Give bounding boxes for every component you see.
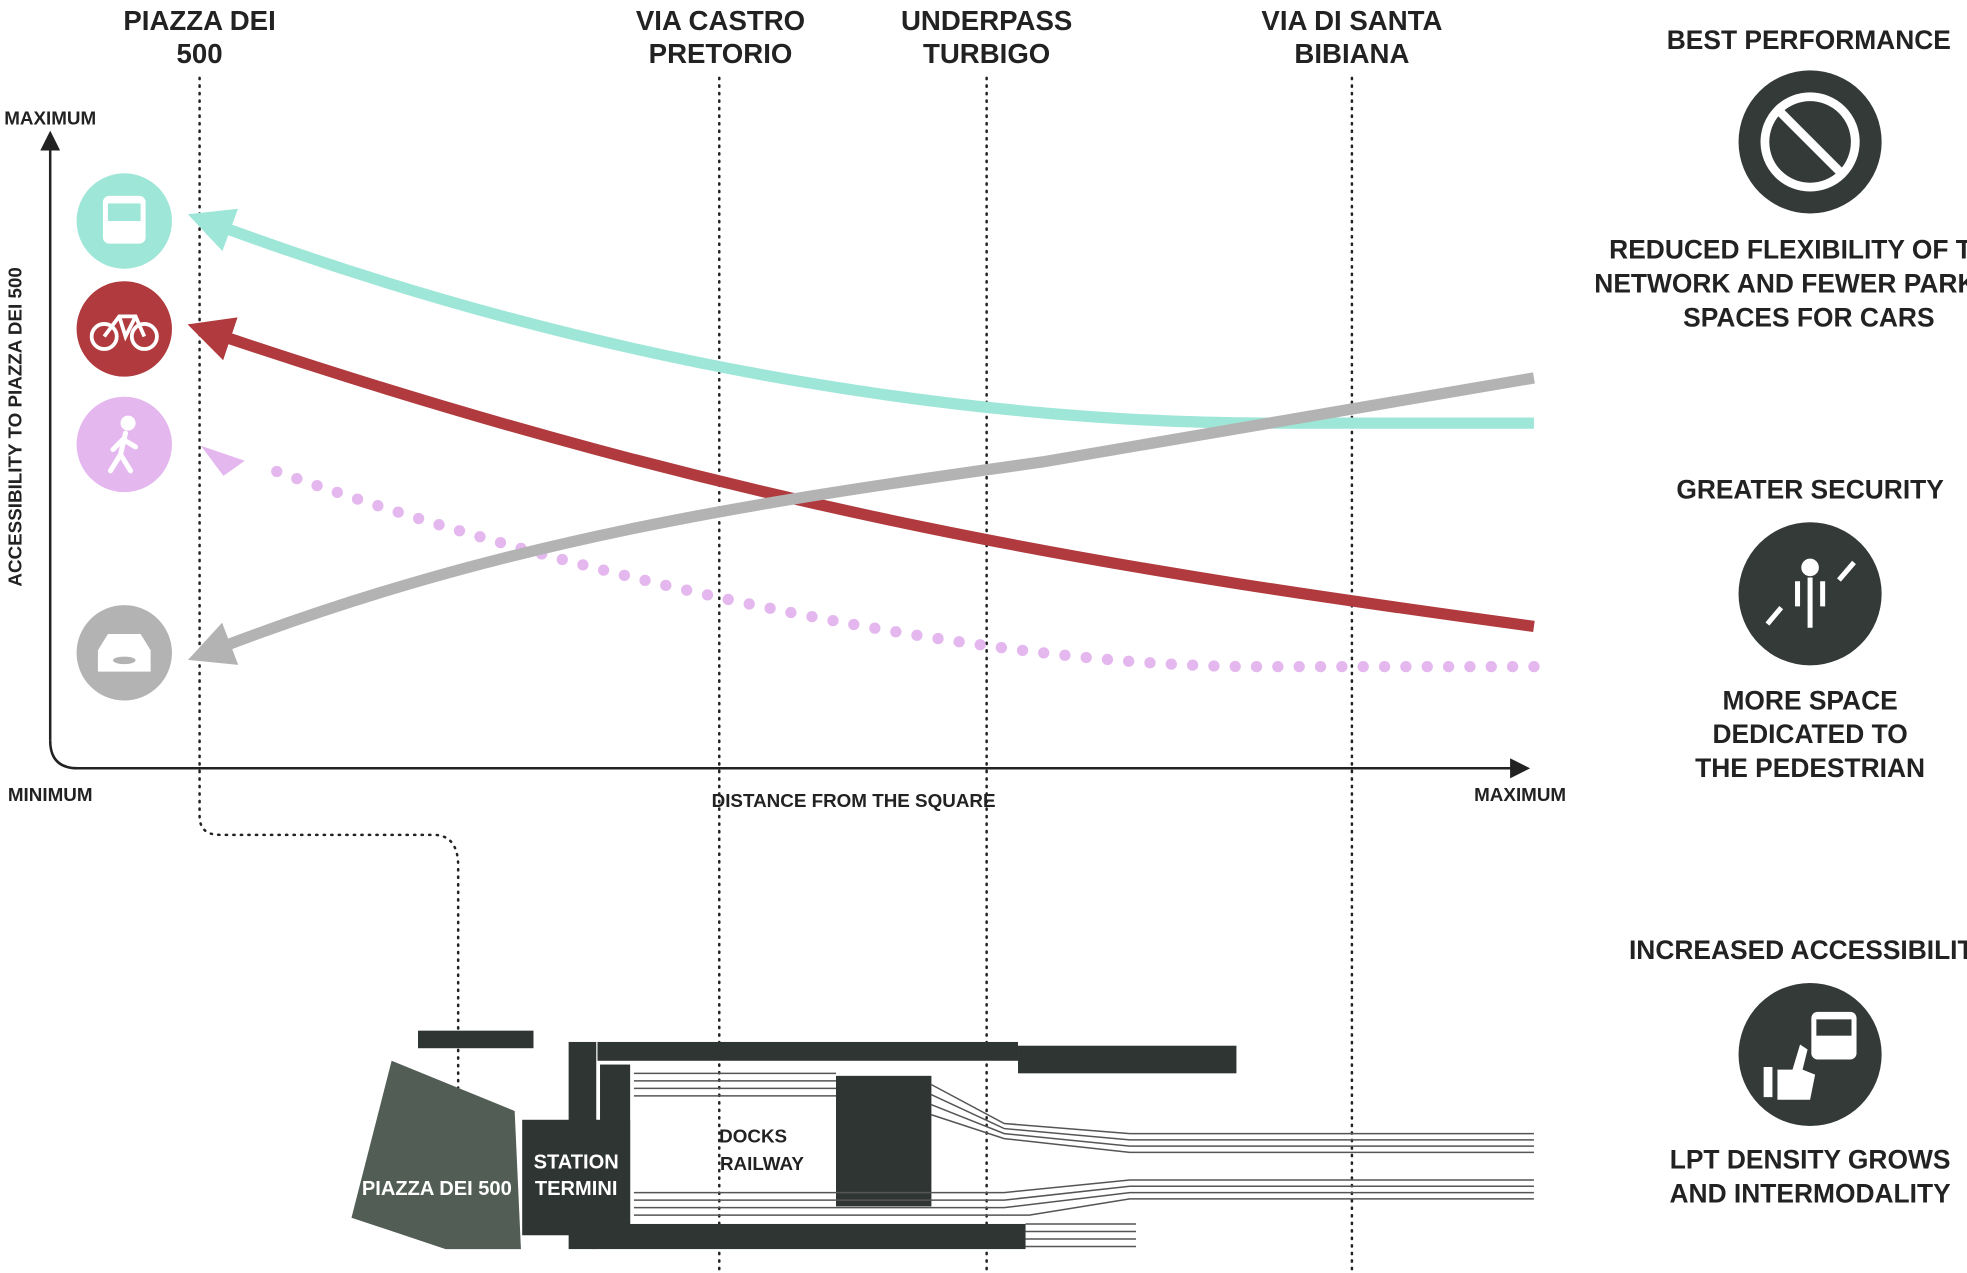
car-curve [188, 372, 1535, 665]
location: PRETORIO [649, 38, 793, 69]
map-label: PIAZZA DEI 500 [362, 1178, 512, 1200]
benefits: BEST PERFORMANCE REDUCED FLEXIBILITY OF … [1594, 25, 1967, 1209]
location: PIAZZA DEI [123, 5, 275, 36]
benefit-title: INCREASED ACCESSIBILITY [1629, 935, 1967, 965]
benefit-icon [1738, 982, 1882, 1127]
mode-icons [76, 173, 172, 701]
location: 500 [177, 38, 223, 69]
benefit-text: AND INTERMODALITY [1670, 1179, 1952, 1209]
benefit-text: DEDICATED TO [1712, 719, 1907, 749]
map-label: DOCKS [719, 1125, 787, 1146]
walk-curve [251, 458, 1540, 673]
location: TURBIGO [923, 38, 1050, 69]
benefit-text: MORE SPACE [1722, 685, 1897, 715]
benefit-title: BEST PERFORMANCE [1667, 25, 1951, 55]
benefit-text: THE PEDESTRIAN [1695, 753, 1925, 783]
map-label: STATION [534, 1152, 619, 1174]
bike-curve [187, 317, 1535, 633]
benefit-text: SPACES FOR CARS [1683, 302, 1934, 332]
map-label: TERMINI [535, 1178, 618, 1200]
bus-curve [187, 208, 1534, 429]
map-label: RAILWAY [720, 1153, 804, 1174]
axis-label: ACCESSIBILITY TO PIAZZA DEI 500 [4, 267, 25, 587]
benefit-text: LPT DENSITY GROWS [1670, 1145, 1951, 1175]
location: BIBIANA [1294, 38, 1409, 69]
map: PIAZZA DEI 500 STATION TERMINI DOCKS RAI… [351, 1030, 1534, 1250]
square [351, 1060, 521, 1250]
walk-arrow [200, 445, 245, 476]
benefit-text: REDUCED FLEXIBILITY OF THE [1609, 235, 1967, 265]
axis-label: MAXIMUM [4, 107, 96, 128]
tracks [633, 1072, 1534, 1248]
guides [198, 76, 1354, 1273]
axis-label: DISTANCE FROM THE SQUARE [712, 790, 996, 811]
axis-label: MINIMUM [8, 784, 93, 805]
x-axis [48, 740, 1531, 779]
locations: PIAZZA DEI 500 VIA CASTRO PRETORIO UNDER… [123, 5, 1442, 69]
location: VIA DI SANTA [1261, 5, 1442, 36]
location: UNDERPASS [901, 5, 1072, 36]
benefit-text: NETWORK AND FEWER PARKING [1594, 269, 1967, 299]
guide [198, 76, 460, 1182]
location: VIA CASTRO [636, 5, 805, 36]
axis-label: MAXIMUM [1474, 784, 1566, 805]
benefit-title: GREATER SECURITY [1676, 474, 1944, 504]
